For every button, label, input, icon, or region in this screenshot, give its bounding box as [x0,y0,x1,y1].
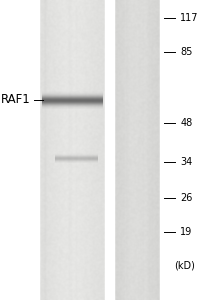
Text: 34: 34 [180,157,192,167]
Text: 117: 117 [180,13,199,23]
Text: RAF1: RAF1 [1,93,31,106]
Text: (kD): (kD) [174,260,195,270]
Text: 48: 48 [180,118,192,128]
Text: 85: 85 [180,47,192,57]
Text: 19: 19 [180,227,192,237]
Text: 26: 26 [180,193,192,203]
